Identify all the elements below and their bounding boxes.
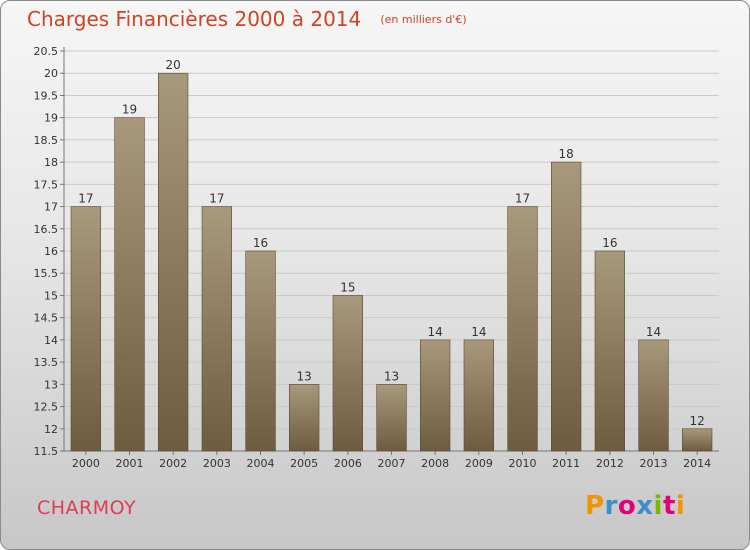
logo-letter: i [675, 491, 686, 521]
y-tick-label: 17.5 [34, 178, 59, 191]
x-tick-label: 2001 [116, 457, 144, 470]
bar-value-label: 14 [471, 325, 486, 339]
y-tick-label: 15 [44, 289, 58, 302]
bar-2003 [201, 206, 233, 452]
y-tick-label: 11.5 [34, 445, 59, 458]
x-tick-label: 2012 [596, 457, 624, 470]
x-tick-label: 2011 [552, 457, 580, 470]
logo-letter: i [653, 491, 663, 521]
bar-2011 [550, 161, 582, 452]
bar-value-label: 17 [209, 192, 224, 206]
logo-letter: o [617, 491, 637, 521]
bar-value-label: 13 [384, 369, 399, 383]
y-tick-label: 14.5 [34, 312, 59, 325]
logo-letter: x [636, 491, 654, 521]
bar-2010 [507, 206, 538, 452]
y-tick-label: 17 [44, 201, 58, 214]
y-tick-label: 20.5 [34, 45, 59, 58]
y-tick-label: 16 [44, 245, 58, 258]
y-tick-label: 18.5 [34, 134, 59, 147]
x-tick-label: 2007 [378, 457, 406, 470]
bar-2005 [288, 383, 320, 452]
bar-value-label: 18 [559, 147, 574, 161]
y-tick-label: 16.5 [34, 223, 59, 236]
logo-letter: r [604, 491, 618, 521]
x-tick-label: 2005 [290, 457, 318, 470]
logo-letter: P [585, 491, 605, 521]
bar-2008 [419, 339, 451, 452]
bar-value-label: 17 [515, 192, 530, 206]
bar-2000 [70, 206, 102, 452]
y-tick-label: 15.5 [34, 267, 59, 280]
y-tick-label: 13.5 [34, 356, 59, 369]
bar-value-label: 14 [646, 325, 661, 339]
x-tick-label: 2009 [465, 457, 493, 470]
bar-2004 [245, 250, 276, 452]
bar-2012 [594, 250, 626, 452]
bar-value-label: 19 [122, 103, 137, 117]
bar-value-label: 12 [690, 414, 705, 428]
y-tick-label: 19 [44, 112, 58, 125]
bar-value-label: 16 [602, 236, 617, 250]
bar-2002 [158, 72, 189, 452]
bar-2007 [376, 383, 407, 452]
y-tick-label: 13 [44, 378, 58, 391]
title-main: Charges Financières 2000 à 2014 [27, 7, 362, 31]
y-tick-label: 12 [44, 423, 58, 436]
bar-value-label: 17 [78, 192, 93, 206]
commune-name: CHARMOY [37, 497, 137, 519]
chart-title: Charges Financières 2000 à 2014 (en mill… [27, 7, 467, 31]
x-tick-label: 2000 [72, 457, 100, 470]
x-tick-label: 2008 [421, 457, 449, 470]
labels: 11.5 12 12.5 13 13.5 14 14.5 15 15.5 16 16.5 17 17.5… [34, 45, 712, 470]
bar-value-label: 16 [253, 236, 268, 250]
bar-value-label: 20 [166, 58, 181, 72]
title-unit: (en milliers d'€) [380, 13, 467, 26]
x-tick-label: 2013 [640, 457, 668, 470]
bar-2009 [463, 339, 495, 452]
bar-value-label: 13 [297, 369, 312, 383]
bar-value-label: 14 [428, 325, 443, 339]
x-tick-label: 2014 [683, 457, 711, 470]
logo-letter: t [662, 491, 676, 521]
bar-2014 [681, 428, 713, 452]
bar-2013 [638, 339, 669, 452]
bar-value-label: 15 [340, 280, 355, 294]
x-tick-label: 2002 [159, 457, 187, 470]
x-tick-label: 2004 [247, 457, 275, 470]
bars [70, 72, 713, 452]
y-tick-label: 19.5 [34, 89, 59, 102]
y-tick-label: 20 [44, 67, 58, 80]
bar-2001 [114, 117, 145, 452]
x-tick-label: 2003 [203, 457, 231, 470]
y-tick-label: 12.5 [34, 401, 59, 414]
y-tick-label: 18 [44, 156, 58, 169]
x-tick-label: 2010 [509, 457, 537, 470]
proxiti-logo[interactable]: Proxiti [585, 491, 685, 521]
bar-2006 [332, 295, 364, 452]
x-tick-label: 2006 [334, 457, 362, 470]
y-tick-label: 14 [44, 334, 58, 347]
